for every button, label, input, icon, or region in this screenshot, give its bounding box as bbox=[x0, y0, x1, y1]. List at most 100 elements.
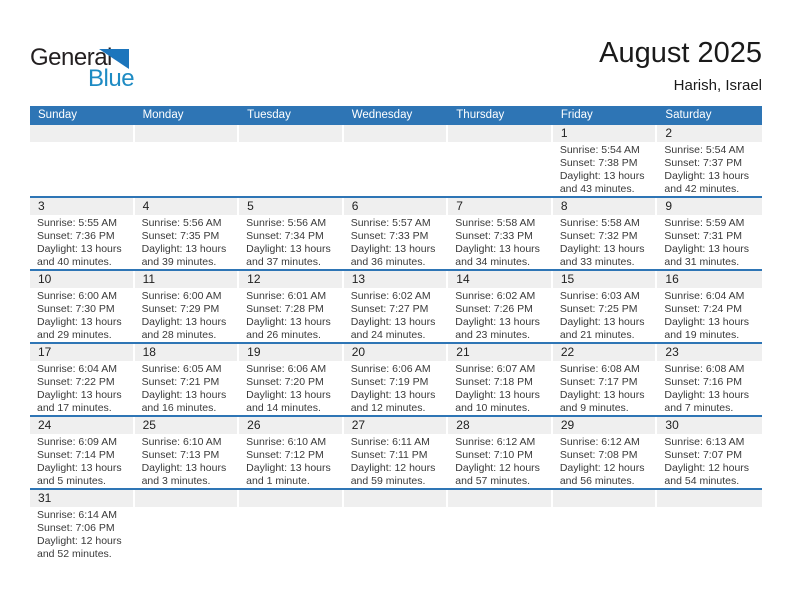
sunset-text: Sunset: 7:19 PM bbox=[350, 375, 429, 388]
day-cell-empty bbox=[134, 125, 240, 196]
day-details: Sunrise: 6:02 AM Sunset: 7:27 PM Daylight:… bbox=[344, 288, 449, 342]
daylight-text-line2: and 34 minutes. bbox=[455, 255, 530, 268]
daylight-text-line2: and 23 minutes. bbox=[455, 328, 530, 341]
day-cell-16: 16 Sunrise: 6:04 AM Sunset: 7:24 PM Dayligh… bbox=[657, 271, 762, 342]
sunset-text: Sunset: 7:06 PM bbox=[37, 521, 115, 534]
day-number-band: 15 bbox=[552, 271, 656, 288]
day-number-band bbox=[343, 125, 447, 142]
sunrise-text: Sunrise: 6:07 AM bbox=[455, 363, 536, 375]
sunset-text: Sunset: 7:32 PM bbox=[559, 229, 638, 242]
day-details: Sunrise: 6:12 AM Sunset: 7:08 PM Daylight:… bbox=[553, 434, 658, 488]
day-number-band: 8 bbox=[552, 198, 656, 215]
sunset-text: Sunset: 7:30 PM bbox=[37, 302, 115, 315]
day-number: 18 bbox=[142, 345, 156, 359]
day-details: Sunrise: 6:00 AM Sunset: 7:30 PM Daylight:… bbox=[30, 288, 135, 342]
sunset-text: Sunset: 7:22 PM bbox=[37, 375, 115, 388]
day-number: 19 bbox=[247, 345, 261, 359]
day-number: 12 bbox=[247, 272, 261, 286]
day-details: Sunrise: 5:59 AM Sunset: 7:31 PM Daylight:… bbox=[657, 215, 762, 269]
sunset-text: Sunset: 7:34 PM bbox=[246, 229, 324, 242]
sunrise-text: Sunrise: 6:02 AM bbox=[350, 290, 431, 302]
day-cell-19: 19 Sunrise: 6:06 AM Sunset: 7:20 PM Dayligh… bbox=[239, 344, 344, 415]
day-number-band: 18 bbox=[134, 344, 238, 361]
day-number: 4 bbox=[142, 199, 150, 213]
week-row: 3 Sunrise: 5:55 AM Sunset: 7:36 PM Daylight… bbox=[30, 198, 762, 271]
day-cell-2: 2 Sunrise: 5:54 AM Sunset: 7:37 PM Daylight… bbox=[657, 125, 762, 196]
day-details: Sunrise: 5:54 AM Sunset: 7:37 PM Daylight:… bbox=[657, 142, 762, 196]
day-details: Sunrise: 6:02 AM Sunset: 7:26 PM Daylight:… bbox=[448, 288, 553, 342]
day-details: Sunrise: 5:56 AM Sunset: 7:34 PM Daylight:… bbox=[239, 215, 344, 269]
day-cell-empty bbox=[239, 125, 344, 196]
daylight-text-line2: and 31 minutes. bbox=[664, 255, 740, 268]
daylight-text-line2: and 59 minutes. bbox=[350, 474, 426, 487]
day-details: Sunrise: 6:12 AM Sunset: 7:10 PM Daylight:… bbox=[448, 434, 553, 488]
day-number: 9 bbox=[665, 199, 673, 213]
weekday-header-wednesday: Wednesday bbox=[351, 109, 413, 121]
day-cell-18: 18 Sunrise: 6:05 AM Sunset: 7:21 PM Dayligh… bbox=[134, 344, 240, 415]
day-details: Sunrise: 6:13 AM Sunset: 7:07 PM Daylight:… bbox=[657, 434, 762, 488]
day-number: 27 bbox=[351, 418, 366, 432]
daylight-text-line1: Daylight: 13 hours bbox=[37, 461, 122, 474]
daylight-text-line1: Daylight: 13 hours bbox=[559, 242, 645, 255]
sunrise-text: Sunrise: 5:59 AM bbox=[664, 217, 745, 229]
sunset-text: Sunset: 7:16 PM bbox=[664, 375, 743, 388]
day-details: Sunrise: 5:57 AM Sunset: 7:33 PM Daylight:… bbox=[344, 215, 449, 269]
sunset-text: Sunset: 7:10 PM bbox=[455, 448, 533, 461]
day-number-band bbox=[657, 490, 762, 507]
day-cell-4: 4 Sunrise: 5:56 AM Sunset: 7:35 PM Daylight… bbox=[134, 198, 240, 269]
sunrise-text: Sunrise: 6:00 AM bbox=[141, 290, 222, 302]
sunset-text: Sunset: 7:18 PM bbox=[455, 375, 533, 388]
daylight-text-line1: Daylight: 13 hours bbox=[246, 388, 331, 401]
day-number: 17 bbox=[38, 345, 52, 359]
daylight-text-line2: and 7 minutes. bbox=[664, 401, 734, 414]
day-number-band: 21 bbox=[448, 344, 551, 361]
day-number-band: 28 bbox=[448, 417, 551, 434]
day-cell-12: 12 Sunrise: 6:01 AM Sunset: 7:28 PM Dayligh… bbox=[239, 271, 344, 342]
day-cell-14: 14 Sunrise: 6:02 AM Sunset: 7:26 PM Dayligh… bbox=[448, 271, 553, 342]
sunrise-text: Sunrise: 5:56 AM bbox=[141, 217, 222, 229]
day-number-band: 7 bbox=[448, 198, 551, 215]
daylight-text-line2: and 36 minutes. bbox=[350, 255, 426, 268]
day-cell-empty bbox=[657, 490, 762, 582]
daylight-text-line1: Daylight: 13 hours bbox=[141, 242, 227, 255]
day-number: 1 bbox=[560, 126, 568, 140]
sunrise-text: Sunrise: 6:04 AM bbox=[37, 363, 117, 375]
sunrise-text: Sunrise: 5:55 AM bbox=[37, 217, 117, 229]
day-number-band: 30 bbox=[657, 417, 762, 434]
day-number-band: 2 bbox=[657, 125, 762, 142]
day-details: Sunrise: 6:05 AM Sunset: 7:21 PM Daylight:… bbox=[135, 361, 240, 415]
day-number-band bbox=[448, 125, 551, 142]
sunrise-text: Sunrise: 6:06 AM bbox=[246, 363, 327, 375]
day-number-band: 4 bbox=[134, 198, 238, 215]
day-cell-6: 6 Sunrise: 5:57 AM Sunset: 7:33 PM Daylight… bbox=[343, 198, 449, 269]
daylight-text-line2: and 24 minutes. bbox=[350, 328, 426, 341]
general-blue-logo: General Blue bbox=[30, 44, 150, 96]
day-number: 28 bbox=[456, 418, 470, 432]
daylight-text-line2: and 37 minutes. bbox=[246, 255, 321, 268]
sunset-text: Sunset: 7:07 PM bbox=[664, 448, 743, 461]
day-number: 2 bbox=[665, 126, 673, 140]
daylight-text-line2: and 57 minutes. bbox=[455, 474, 530, 487]
sunrise-text: Sunrise: 6:00 AM bbox=[37, 290, 117, 302]
daylight-text-line1: Daylight: 13 hours bbox=[559, 388, 645, 401]
day-details: Sunrise: 6:03 AM Sunset: 7:25 PM Daylight:… bbox=[553, 288, 658, 342]
day-cell-24: 24 Sunrise: 6:09 AM Sunset: 7:14 PM Dayligh… bbox=[30, 417, 135, 488]
week-row: 10 Sunrise: 6:00 AM Sunset: 7:30 PM Dayligh… bbox=[30, 271, 762, 344]
day-number-band: 17 bbox=[30, 344, 133, 361]
day-number: 30 bbox=[665, 418, 679, 432]
day-number-band bbox=[134, 125, 238, 142]
day-number-band bbox=[239, 125, 342, 142]
day-cell-30: 30 Sunrise: 6:13 AM Sunset: 7:07 PM Dayligh… bbox=[657, 417, 762, 488]
day-details: Sunrise: 6:07 AM Sunset: 7:18 PM Daylight:… bbox=[448, 361, 553, 415]
daylight-text-line1: Daylight: 13 hours bbox=[664, 315, 750, 328]
sunrise-text: Sunrise: 6:09 AM bbox=[37, 436, 117, 448]
daylight-text-line2: and 14 minutes. bbox=[246, 401, 321, 414]
daylight-text-line2: and 12 minutes. bbox=[350, 401, 426, 414]
logo-text-general: General bbox=[30, 44, 112, 71]
sunset-text: Sunset: 7:36 PM bbox=[37, 229, 115, 242]
sunrise-text: Sunrise: 5:54 AM bbox=[559, 144, 640, 156]
day-cell-empty bbox=[239, 490, 344, 582]
day-cell-8: 8 Sunrise: 5:58 AM Sunset: 7:32 PM Daylight… bbox=[552, 198, 658, 269]
daylight-text-line1: Daylight: 13 hours bbox=[559, 315, 645, 328]
sunrise-text: Sunrise: 6:06 AM bbox=[350, 363, 431, 375]
